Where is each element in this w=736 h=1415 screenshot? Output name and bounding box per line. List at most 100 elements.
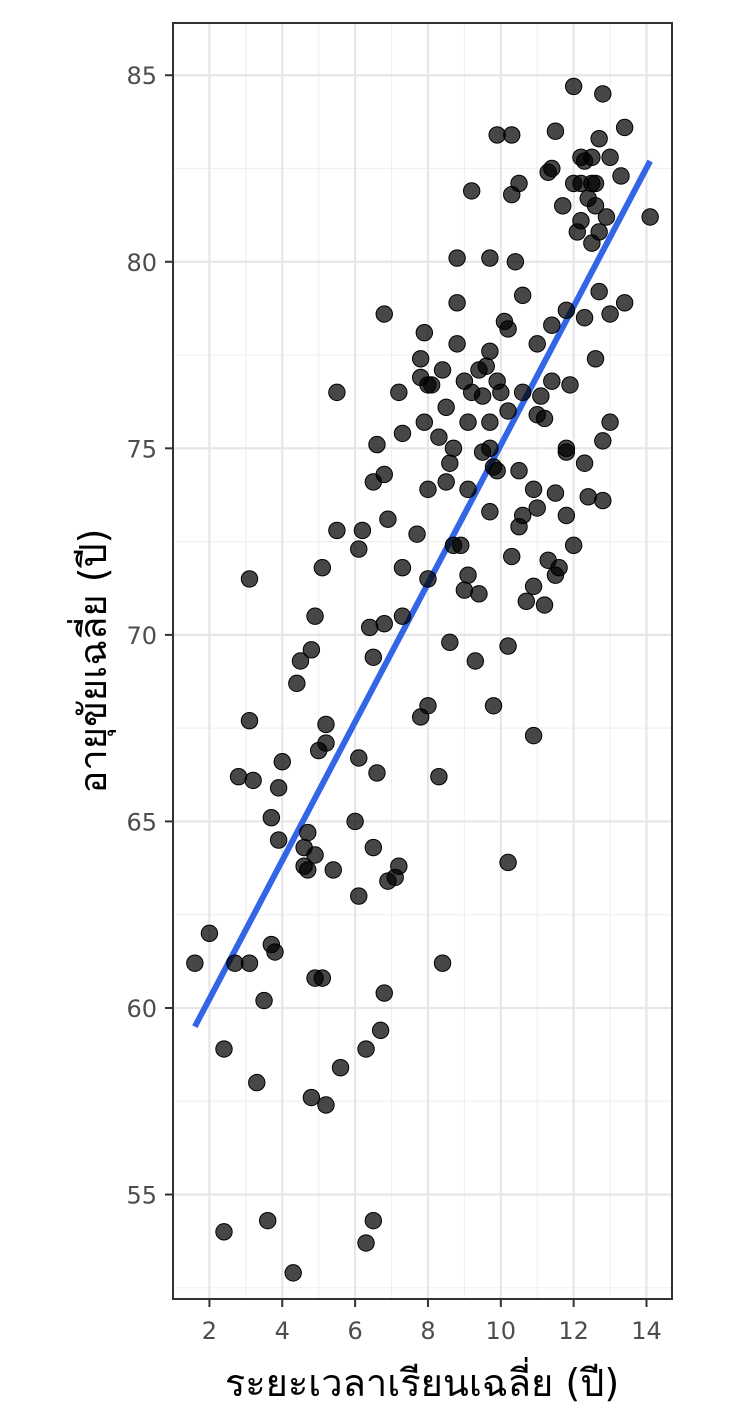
data-point: [441, 633, 459, 652]
y-tick-label: 55: [126, 1182, 157, 1210]
data-point: [393, 607, 412, 625]
data-point: [594, 491, 612, 510]
data-point: [266, 943, 284, 961]
data-point: [448, 294, 466, 312]
y-tick-label: 75: [126, 435, 157, 463]
data-point: [269, 831, 288, 849]
data-point: [641, 208, 659, 226]
data-point: [586, 197, 605, 215]
data-point: [313, 969, 332, 987]
data-point: [419, 480, 437, 499]
data-point: [444, 439, 463, 458]
data-point: [240, 711, 259, 730]
x-tick-label: 14: [631, 1317, 662, 1345]
data-point: [513, 383, 532, 402]
data-point: [248, 1073, 266, 1092]
data-point: [459, 413, 477, 431]
data-point: [561, 376, 579, 394]
data-point: [590, 282, 608, 301]
y-tick-label: 70: [126, 622, 157, 650]
data-point: [481, 413, 499, 431]
data-point: [419, 697, 437, 715]
data-point: [564, 536, 583, 555]
data-point: [273, 753, 291, 771]
data-point: [215, 1223, 233, 1241]
data-point: [477, 357, 495, 375]
x-axis: 2 4 6 8 10 12 14: [202, 1299, 662, 1345]
data-point: [459, 566, 477, 584]
data-point: [499, 637, 517, 655]
data-point: [492, 383, 510, 402]
data-point: [350, 540, 368, 558]
data-point: [357, 1040, 375, 1058]
data-point: [575, 454, 594, 472]
data-point: [586, 174, 605, 193]
data-point: [317, 1096, 335, 1114]
data-point: [583, 148, 601, 167]
data-point: [324, 861, 342, 879]
data-point: [437, 398, 455, 416]
x-axis-title: ระยะเวลาเรียนเฉลี่ย (ปี): [225, 1357, 619, 1405]
data-point: [317, 715, 335, 734]
data-point: [393, 424, 412, 443]
data-point: [484, 697, 503, 715]
data-point: [510, 462, 528, 480]
data-point: [499, 402, 517, 420]
data-point: [590, 223, 608, 241]
data-point: [408, 525, 426, 543]
y-tick-label: 65: [126, 808, 157, 836]
data-point: [535, 596, 554, 614]
data-point: [291, 652, 310, 670]
x-tick-label: 6: [347, 1317, 362, 1345]
data-point: [524, 726, 543, 745]
x-tick-label: 8: [420, 1317, 435, 1345]
fit-line-layer: [192, 159, 653, 1029]
data-point: [244, 771, 262, 790]
data-point: [615, 294, 634, 312]
data-point: [466, 652, 485, 670]
data-point: [441, 454, 459, 472]
data-point: [262, 809, 281, 827]
data-point: [328, 521, 346, 540]
x-tick-label: 4: [275, 1317, 290, 1345]
data-point: [306, 846, 324, 864]
data-point: [229, 767, 248, 786]
data-point: [411, 350, 430, 368]
data-point: [437, 473, 455, 491]
data-point: [328, 383, 346, 402]
plot-panel-border: [172, 22, 673, 1300]
data-point: [524, 577, 543, 596]
data-point: [364, 838, 383, 857]
data-point: [215, 1040, 233, 1058]
x-tick-label: 10: [486, 1317, 517, 1345]
data-point: [255, 991, 273, 1010]
data-point: [331, 1058, 350, 1077]
data-point: [564, 77, 583, 96]
data-point: [543, 372, 561, 390]
y-tick-label: 60: [126, 995, 157, 1023]
y-tick-label: 80: [126, 249, 157, 277]
data-point: [299, 861, 317, 879]
data-point: [364, 1211, 383, 1230]
data-point: [554, 197, 572, 215]
y-tick-label: 85: [126, 62, 157, 90]
data-point: [269, 779, 288, 797]
data-point: [430, 428, 448, 446]
data-point: [430, 767, 448, 786]
data-point: [550, 559, 568, 577]
data-point: [353, 521, 372, 540]
data-point: [350, 749, 368, 767]
data-point: [481, 249, 499, 267]
data-point: [503, 547, 521, 566]
data-point: [503, 126, 521, 144]
data-point: [597, 208, 616, 226]
data-point: [306, 607, 324, 625]
data-point: [368, 435, 386, 454]
data-point: [452, 536, 470, 555]
data-point: [586, 350, 605, 368]
y-axis: 55 60 65 70 75 80 85: [126, 62, 173, 1210]
data-point: [470, 585, 488, 603]
x-tick-label: 2: [202, 1317, 217, 1345]
data-point: [240, 570, 259, 588]
